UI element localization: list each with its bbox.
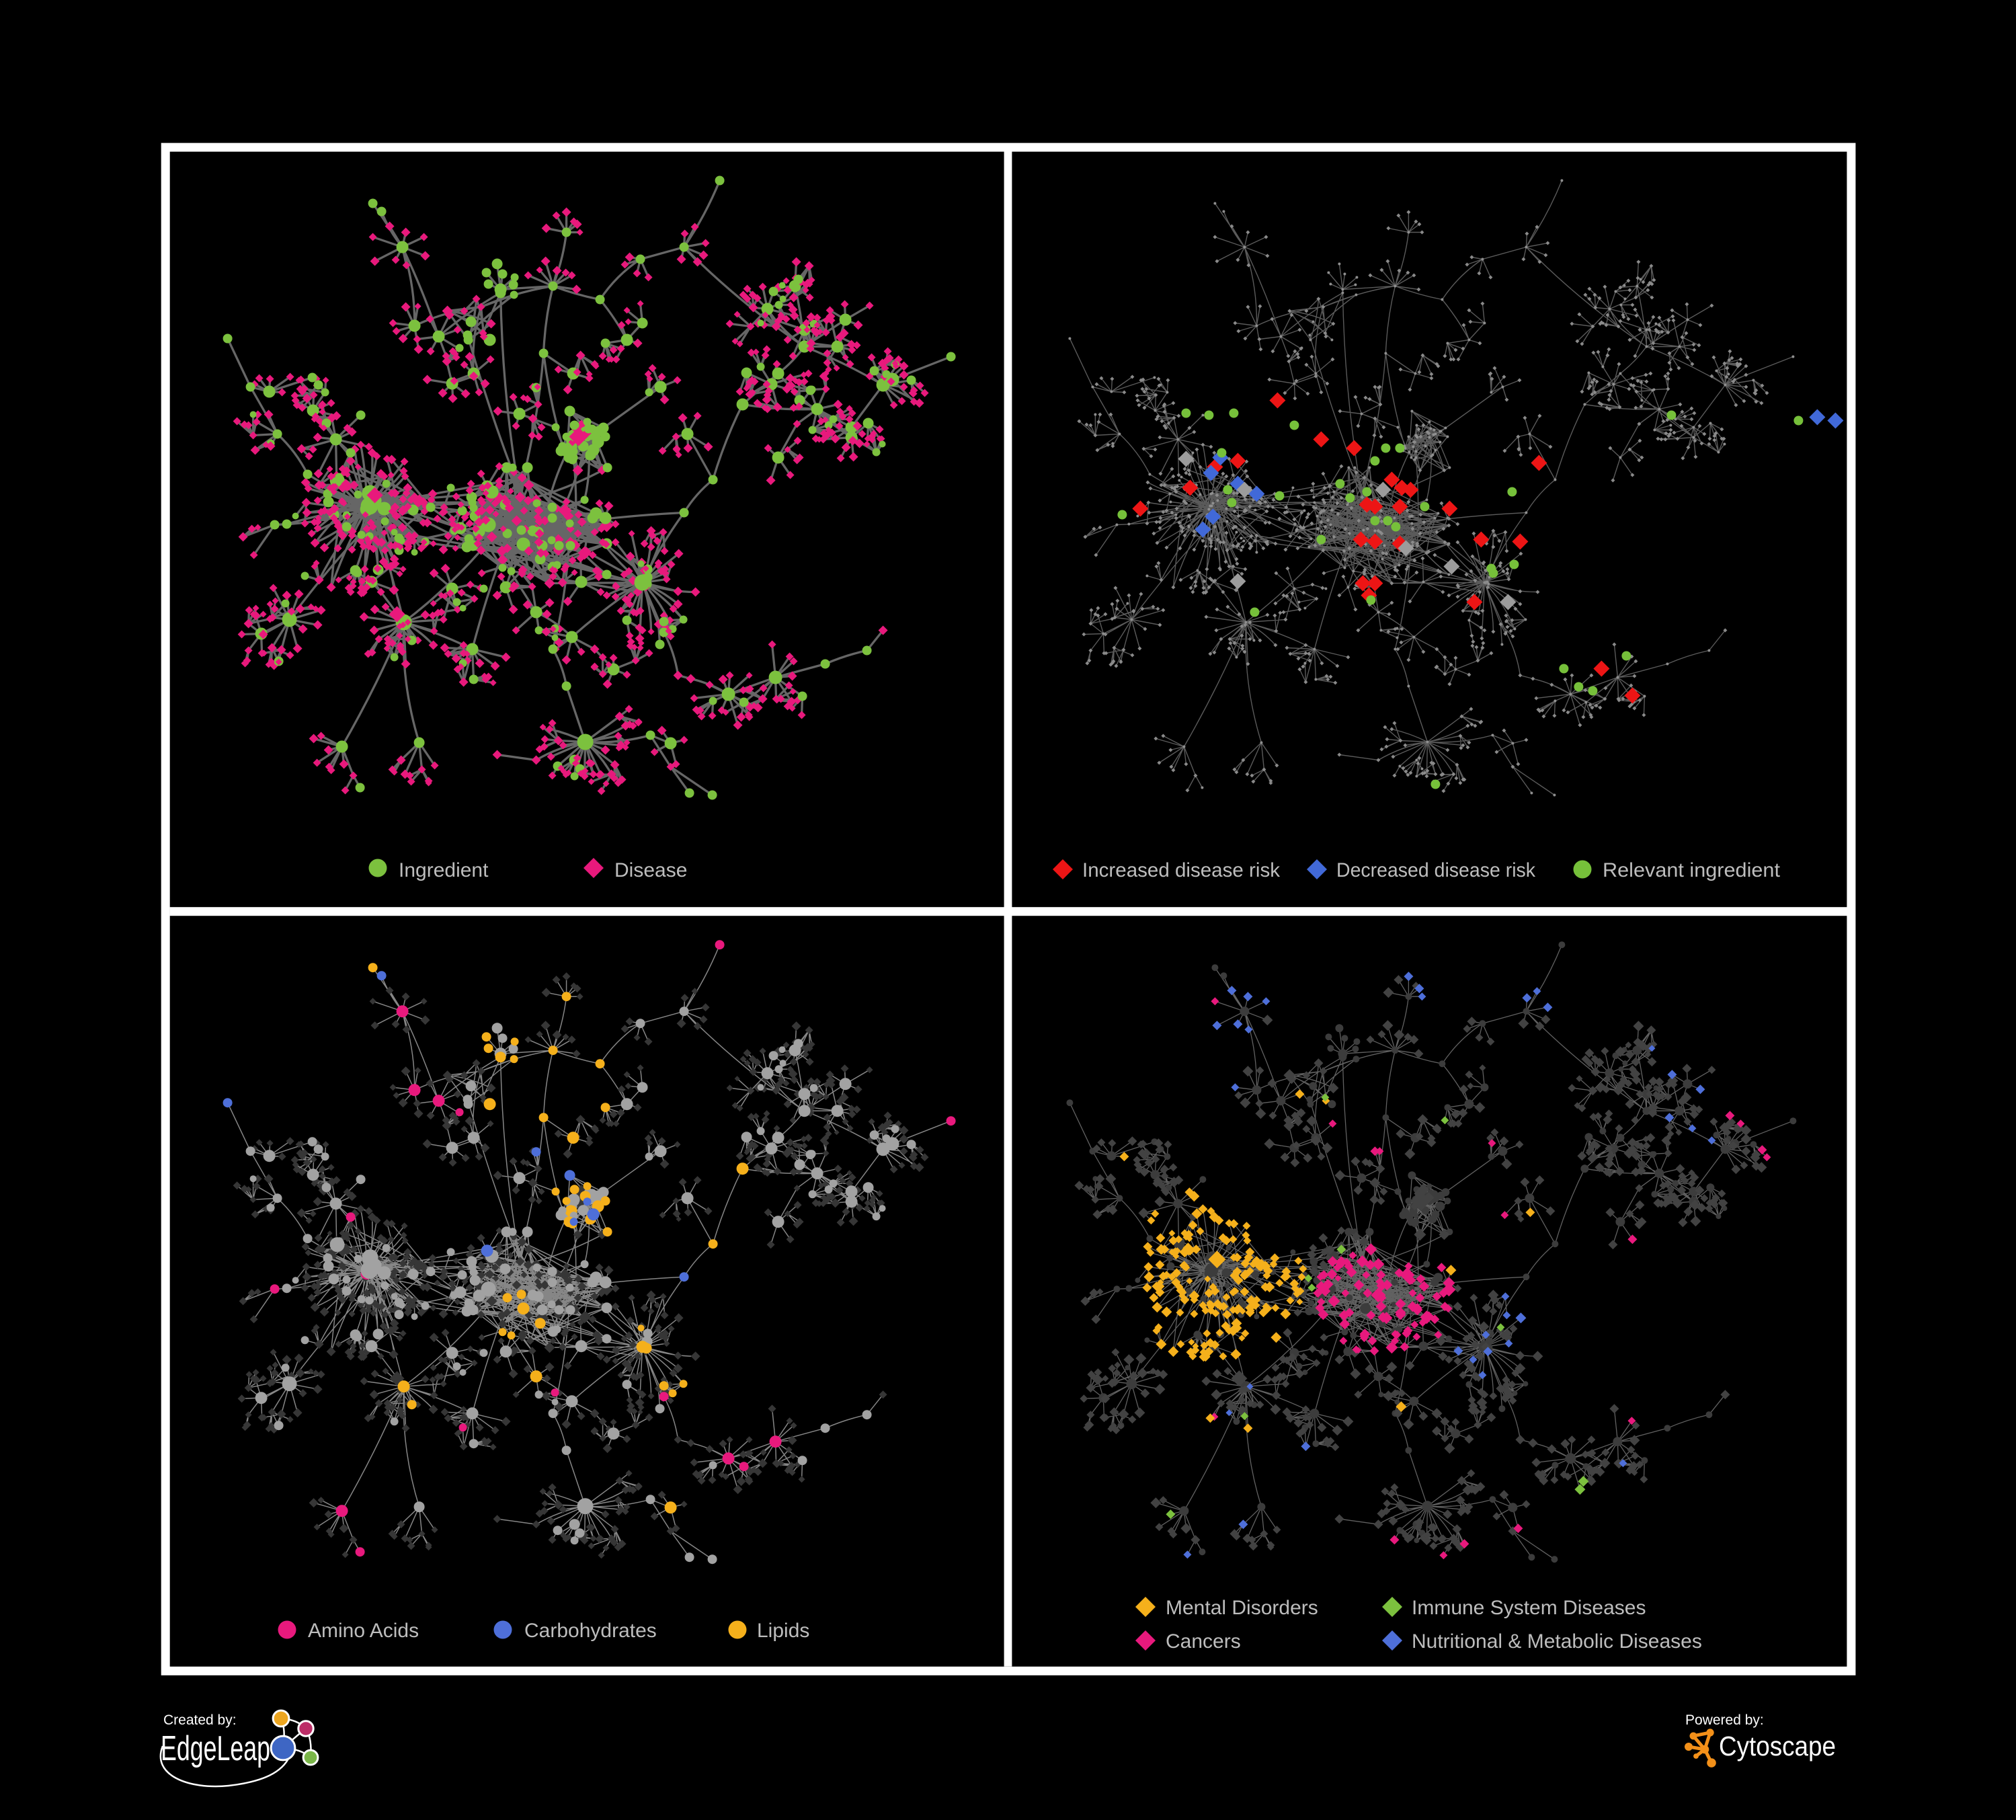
svg-text:Mental Disorders: Mental Disorders [1166, 1597, 1318, 1619]
svg-text:Created by:: Created by: [163, 1712, 237, 1728]
svg-text:Amino Acids: Amino Acids [308, 1620, 419, 1642]
svg-text:Immune System Diseases: Immune System Diseases [1412, 1597, 1646, 1619]
svg-text:Disease: Disease [614, 859, 687, 881]
svg-text:Increased disease risk: Increased disease risk [1082, 859, 1281, 881]
svg-text:Nutritional & Metabolic Diseas: Nutritional & Metabolic Diseases [1412, 1630, 1702, 1653]
svg-text:Decreased disease risk: Decreased disease risk [1336, 859, 1536, 881]
svg-text:Ingredient: Ingredient [399, 859, 489, 881]
svg-text:Powered by:: Powered by: [1685, 1712, 1764, 1728]
svg-text:Relevant ingredient: Relevant ingredient [1603, 859, 1781, 881]
svg-text:EdgeLeap: EdgeLeap [161, 1729, 270, 1768]
svg-text:Cancers: Cancers [1166, 1630, 1241, 1653]
svg-text:Lipids: Lipids [757, 1620, 809, 1642]
svg-text:Cytoscape: Cytoscape [1719, 1731, 1836, 1762]
svg-text:Carbohydrates: Carbohydrates [524, 1620, 657, 1642]
